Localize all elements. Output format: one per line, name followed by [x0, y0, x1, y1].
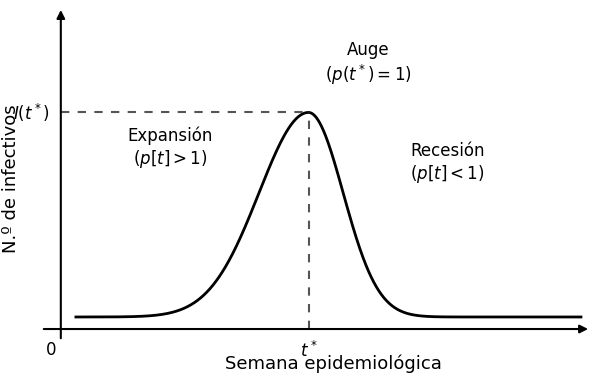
Text: $t^*$: $t^*$: [300, 341, 317, 361]
Text: N.º de infectivos: N.º de infectivos: [2, 104, 20, 253]
Text: Recesión
$(p[t] < 1)$: Recesión $(p[t] < 1)$: [410, 142, 485, 185]
Text: Auge
$(p(t^*) = 1)$: Auge $(p(t^*) = 1)$: [325, 41, 411, 87]
Text: Semana epidemiológica: Semana epidemiológica: [225, 355, 442, 373]
Text: $I(t^*)$: $I(t^*)$: [13, 101, 50, 124]
Text: 0: 0: [46, 341, 56, 359]
Text: Expansión
$(p[t] > 1)$: Expansión $(p[t] > 1)$: [127, 127, 212, 170]
